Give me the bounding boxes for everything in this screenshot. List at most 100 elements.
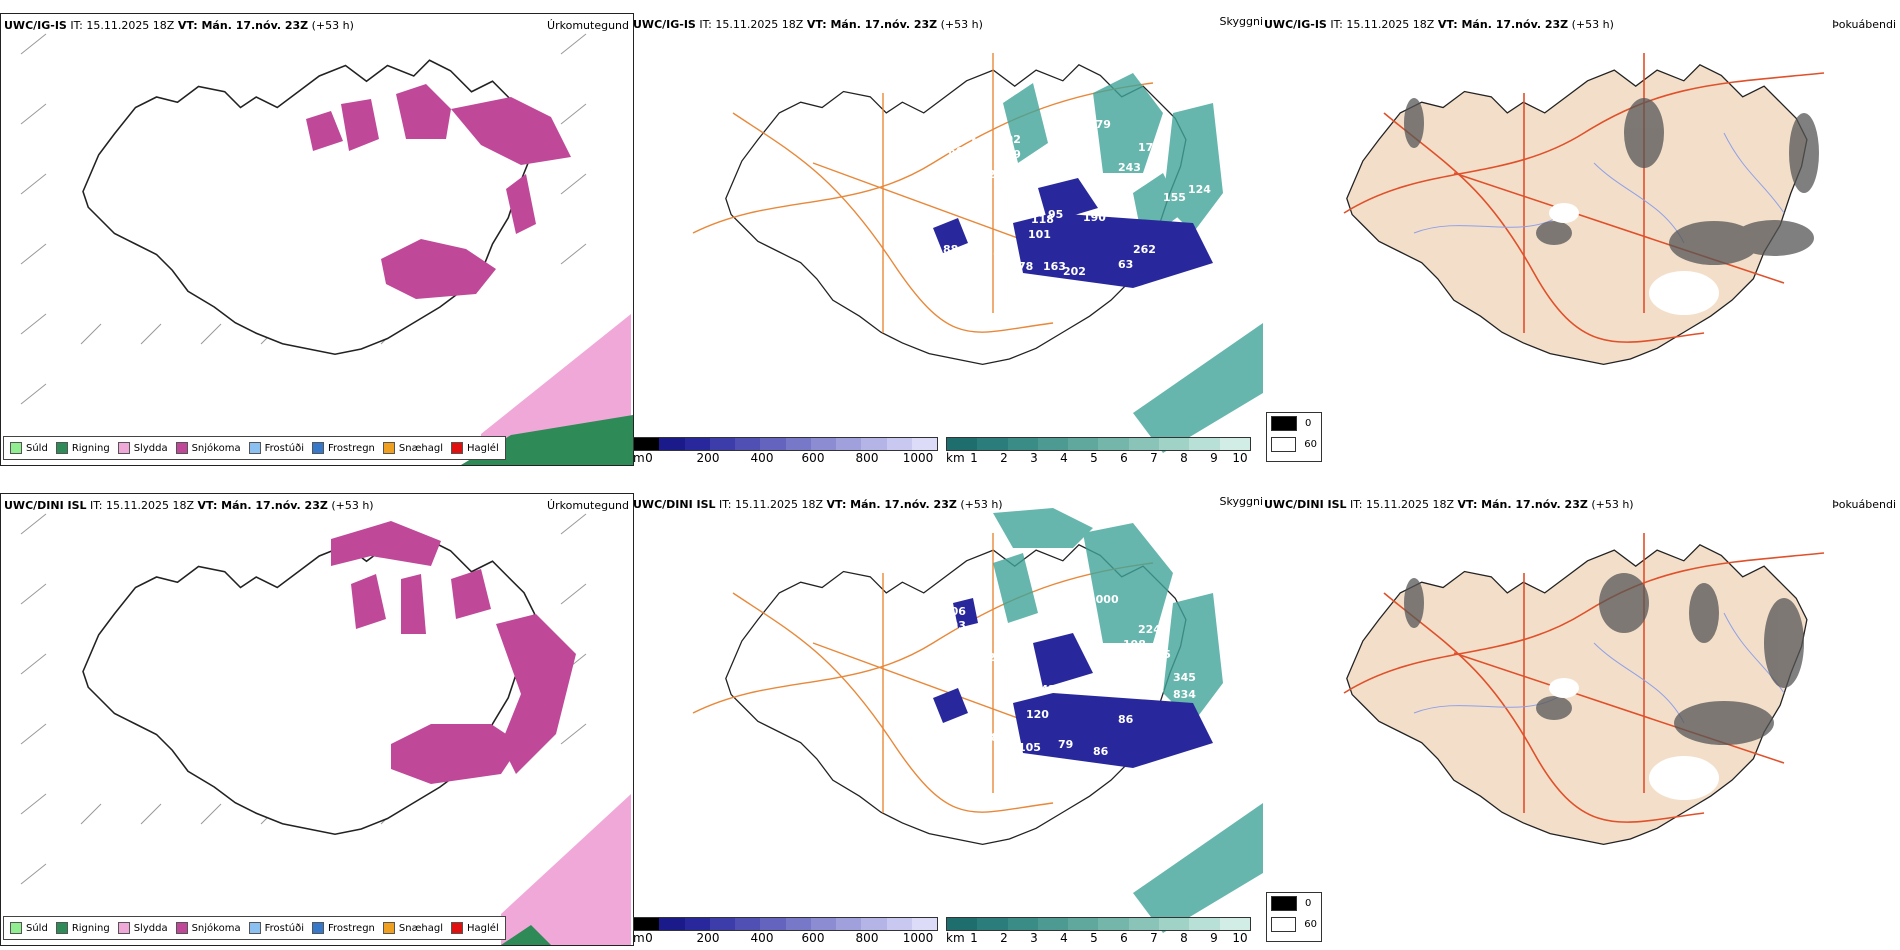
- tick-label: 800: [855, 451, 879, 464]
- visibility-value: 834: [1173, 688, 1196, 701]
- fog-legend-row: 60: [1267, 434, 1321, 455]
- visibility-value: 124: [1188, 183, 1211, 196]
- visibility-value: 599: [998, 148, 1021, 161]
- tick-label: 5: [1090, 931, 1098, 944]
- fog-legend-row: 0: [1267, 413, 1321, 434]
- tick-label: 2: [1000, 931, 1008, 944]
- visibility-value: 63: [1118, 258, 1133, 271]
- precip-type-panel-top: UWC/IG-IS IT: 15.11.2025 18Z VT: Mán. 17…: [0, 13, 634, 466]
- legend-swatch: [382, 442, 395, 454]
- legend-swatch: [175, 922, 188, 934]
- legend-swatch: [312, 442, 324, 454]
- fog-panel-bottom: UWC/DINI ISL IT: 15.11.2025 18Z VT: Mán.…: [1264, 493, 1900, 944]
- precip-map-bottom: [20, 513, 631, 945]
- tick-label: 9: [1210, 931, 1218, 944]
- legend-swatch: [1271, 896, 1297, 911]
- visibility-value: 163: [1043, 260, 1066, 273]
- visibility-value: 198: [1123, 638, 1146, 651]
- tick-label: 400: [750, 451, 774, 464]
- tick-label: 3: [1030, 451, 1038, 464]
- visibility-value: 262: [1133, 243, 1156, 256]
- product-type-label: Skyggni: [1219, 495, 1263, 508]
- legend-item: Snæhagl: [382, 922, 443, 934]
- legend-item: Rigning: [55, 442, 110, 454]
- visibility-value: 545: [1148, 648, 1171, 661]
- visibility-panel-top: 479 992 599 534 668 179 253 243 93 124 1…: [633, 13, 1263, 464]
- product-type-label: Úrkomutegund: [547, 499, 629, 512]
- tick-label: 1000: [902, 451, 934, 464]
- legend-item: Snæhagl: [382, 442, 443, 454]
- panel-header: UWC/IG-IS IT: 15.11.2025 18Z VT: Mán. 17…: [633, 18, 983, 31]
- snow-areas: [331, 521, 576, 784]
- visibility-value: 12: [1053, 683, 1068, 696]
- legend-item: Frostregn: [312, 442, 375, 454]
- visibility-unit: km: [946, 931, 965, 944]
- visibility-value: 101: [1028, 228, 1051, 241]
- visibility-value: 345: [1173, 671, 1196, 684]
- legend-swatch: [10, 922, 22, 934]
- panel-header: UWC/IG-IS IT: 15.11.2025 18Z VT: Mán. 17…: [1264, 18, 1614, 31]
- tick-label: 1: [970, 931, 978, 944]
- panel-header: UWC/DINI ISL IT: 15.11.2025 18Z VT: Mán.…: [633, 498, 1003, 511]
- legend-item: Frostregn: [312, 922, 375, 934]
- visibility-value: 1000: [1088, 593, 1119, 606]
- visibility-value: 77: [993, 251, 1008, 264]
- fog-map-bottom: [1343, 533, 1825, 845]
- ceiling-colorbar: [633, 917, 938, 931]
- snow-areas: [306, 84, 571, 299]
- tick-label: 3: [1030, 931, 1038, 944]
- precip-map-top: [20, 33, 633, 465]
- tick-label: 8: [1180, 931, 1188, 944]
- fog-legend: 0 60: [1266, 892, 1322, 942]
- legend-item: Slydda: [117, 442, 168, 454]
- legend-swatch: [248, 922, 261, 934]
- visibility-panel-bottom: 1000 406 493 224 198 545 229 242 12 345 …: [633, 493, 1263, 944]
- visibility-map-top: 479 992 599 534 668 179 253 243 93 124 1…: [692, 53, 1263, 453]
- tick-label: 1: [970, 451, 978, 464]
- legend-swatch: [382, 922, 395, 934]
- visibility-value: 95: [1048, 208, 1063, 221]
- legend-swatch: [451, 442, 464, 454]
- visibility-value: 253: [988, 168, 1011, 181]
- legend-swatch: [1271, 437, 1297, 452]
- tick-label: 0: [645, 931, 653, 944]
- legend-item: Haglél: [451, 442, 499, 454]
- legend-swatch: [451, 922, 464, 934]
- fog-legend: 0 60: [1266, 412, 1322, 462]
- legend-swatch: [55, 442, 68, 454]
- fog-panel-top: UWC/IG-IS IT: 15.11.2025 18Z VT: Mán. 17…: [1264, 13, 1900, 464]
- product-type-label: Þokuábendi: [1832, 498, 1896, 511]
- ceiling-colorbar: [633, 437, 938, 451]
- visibility-value: 79: [1058, 738, 1073, 751]
- tick-label: 7: [1150, 451, 1158, 464]
- tick-label: 600: [801, 451, 825, 464]
- legend-swatch: [248, 442, 261, 454]
- visibility-colorbar: [946, 437, 1251, 451]
- legend-item: Frostúði: [248, 442, 304, 454]
- tick-label: 10: [1232, 931, 1248, 944]
- visibility-value: 88: [943, 243, 958, 256]
- visibility-value: 224: [1138, 623, 1161, 636]
- visibility-value: 105: [1018, 741, 1041, 754]
- visibility-value: 86: [1093, 745, 1109, 758]
- visibility-value: 78: [1018, 260, 1033, 273]
- tick-label: 9: [1210, 451, 1218, 464]
- legend-swatch: [1271, 917, 1297, 932]
- visibility-value: 121: [893, 708, 916, 721]
- legend-swatch: [117, 922, 130, 934]
- legend-item: Snjókoma: [175, 922, 241, 934]
- tick-label: 10: [1232, 451, 1248, 464]
- legend-swatch: [117, 442, 130, 454]
- visibility-value: 120: [1026, 708, 1049, 721]
- panel-header: UWC/DINI ISL IT: 15.11.2025 18Z VT: Mán.…: [1264, 498, 1634, 511]
- visibility-value: 202: [1063, 265, 1086, 278]
- panel-header: UWC/IG-IS IT: 15.11.2025 18Z VT: Mán. 17…: [4, 19, 354, 32]
- legend-item: Súld: [10, 922, 48, 934]
- legend-item: Frostúði: [248, 922, 304, 934]
- legend-item: Slydda: [117, 922, 168, 934]
- visibility-value: 406: [943, 605, 966, 618]
- legend-swatch: [175, 442, 188, 454]
- visibility-value: 179: [1138, 141, 1161, 154]
- tick-label: 8: [1180, 451, 1188, 464]
- visibility-value: 479: [1088, 118, 1111, 131]
